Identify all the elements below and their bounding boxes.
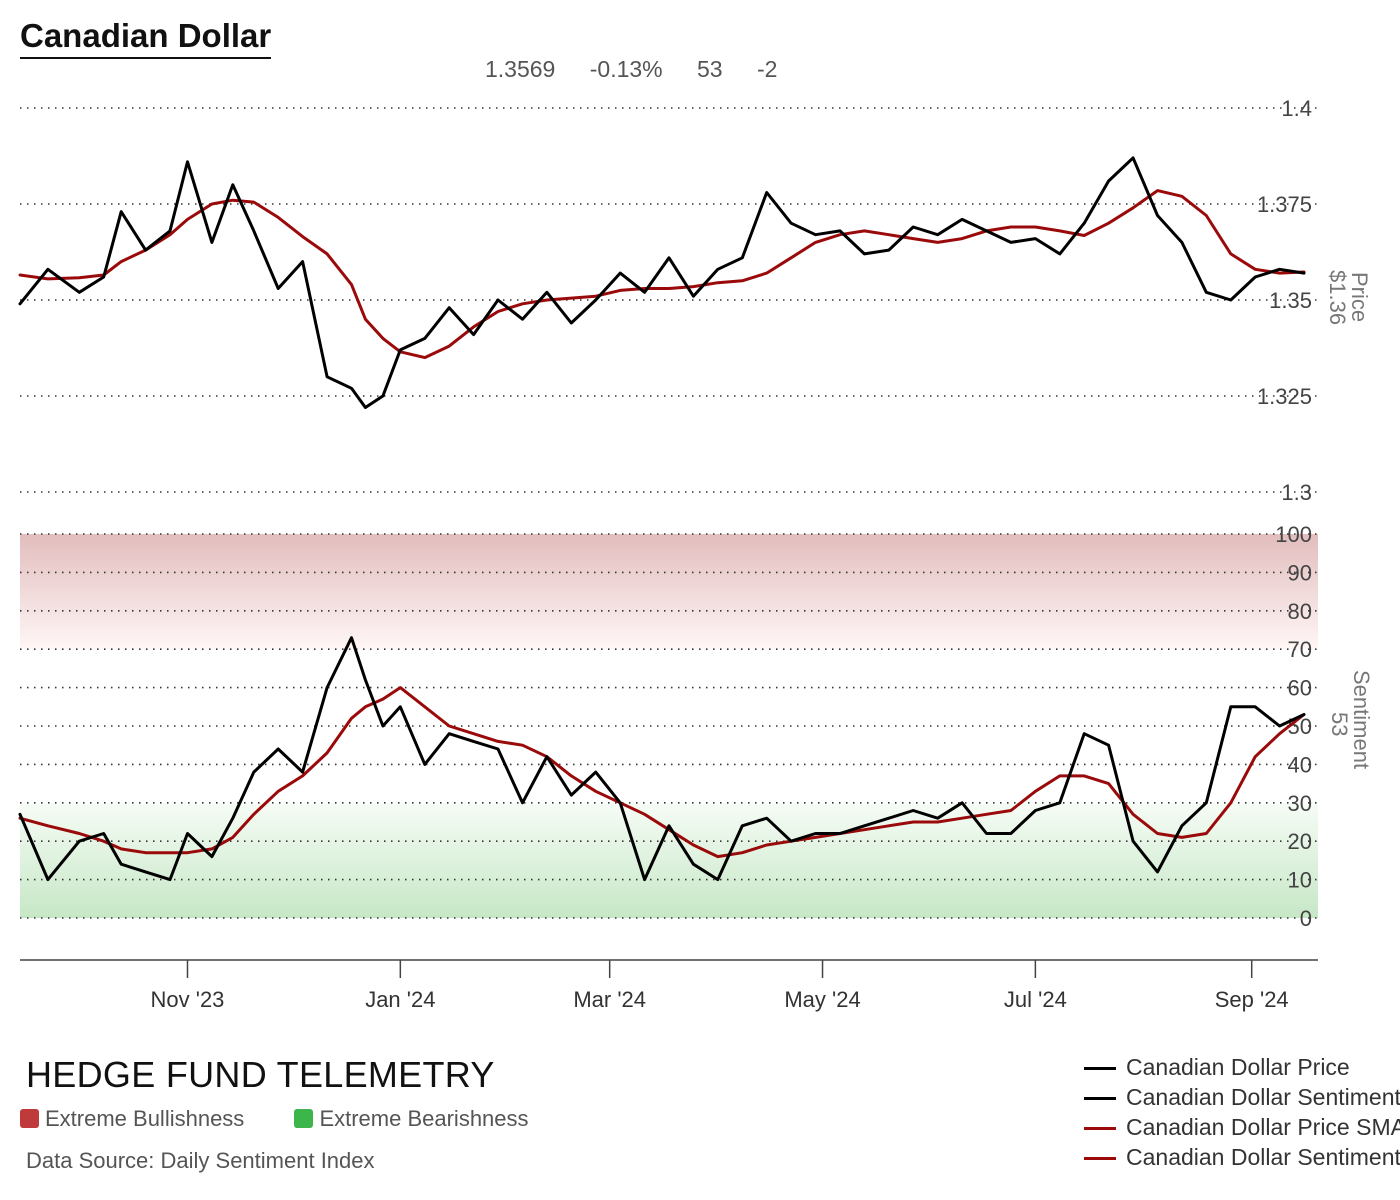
legend-line-icon (1084, 1067, 1116, 1071)
sentiment-change: -2 (757, 56, 778, 82)
price-y-tick-label: 1.4 (1281, 96, 1312, 121)
sentiment-y-tick-label: 60 (1288, 676, 1312, 701)
x-tick-label: Mar '24 (573, 987, 646, 1012)
sentiment-line (18, 636, 1306, 882)
legend-line-icon (1084, 1127, 1116, 1131)
price-y-tick-label: 1.375 (1257, 192, 1312, 217)
sentiment-last-value: 53 (1327, 712, 1352, 736)
price-sma-line (18, 189, 1306, 360)
legend-item-sentiment[interactable]: Canadian Dollar Sentiment (1084, 1082, 1400, 1112)
zone-legend: Extreme Bullishness Extreme Bearishness (20, 1106, 573, 1132)
price-line (18, 156, 1306, 409)
sentiment-y-tick-label: 10 (1288, 868, 1312, 893)
sentiment-y-tick-label: 40 (1288, 752, 1312, 777)
sentiment-y-tick-label: 30 (1288, 791, 1312, 816)
price-y-tick-label: 1.35 (1269, 288, 1312, 313)
brand-name: HEDGE FUND TELEMETRY (26, 1054, 495, 1095)
legend-item-price-sma[interactable]: Canadian Dollar Price SMA (1084, 1112, 1400, 1142)
sentiment-y-tick-label: 90 (1288, 560, 1312, 585)
sentiment-y-tick-label: 20 (1288, 829, 1312, 854)
zone-bullish: Extreme Bullishness (20, 1106, 244, 1132)
data-source: Data Source: Daily Sentiment Index (26, 1148, 375, 1173)
x-tick-label: Jul '24 (1004, 987, 1067, 1012)
extreme-bearish-band (20, 803, 1318, 918)
legend-line-icon (1084, 1157, 1116, 1161)
price-change-percent: -0.13% (589, 56, 663, 82)
price-stats: 1.3569 -0.13% 53 -2 (485, 56, 805, 83)
sentiment-y-tick-label: 70 (1288, 637, 1312, 662)
legend-label: Canadian Dollar Sentiment SMA (1126, 1144, 1400, 1170)
price-axis-title: Price (1347, 272, 1372, 322)
sentiment-y-tick-label: 100 (1275, 522, 1312, 547)
bullish-swatch (20, 1109, 39, 1128)
bearish-swatch (294, 1109, 314, 1128)
price-grid: 1.4 1.375 1.35 1.325 1.3 (20, 96, 1318, 505)
legend-item-price[interactable]: Canadian Dollar Price (1084, 1052, 1400, 1082)
zone-bearish: Extreme Bearishness (294, 1106, 529, 1132)
legend-line-icon (1084, 1097, 1116, 1101)
x-tick-label: Jan '24 (365, 987, 435, 1012)
x-tick-label: Nov '23 (151, 987, 225, 1012)
last-price: 1.3569 (485, 56, 556, 82)
sentiment-value: 53 (697, 56, 723, 82)
legend-item-sentiment-sma[interactable]: Canadian Dollar Sentiment SMA (1084, 1142, 1400, 1172)
zone-bullish-label: Extreme Bullishness (45, 1106, 245, 1131)
legend-label: Canadian Dollar Price SMA (1126, 1114, 1400, 1140)
x-axis: Nov '23 Jan '24 Mar '24 May '24 Jul '24 Sep '… (151, 960, 1289, 1012)
series-layer (18, 156, 1306, 882)
zone-bearish-label: Extreme Bearishness (319, 1106, 529, 1131)
legend-label: Canadian Dollar Sentiment (1126, 1084, 1400, 1110)
sentiment-y-tick-label: 0 (1300, 906, 1312, 931)
price-y-tick-label: 1.3 (1281, 480, 1312, 505)
extreme-bullish-band (20, 534, 1318, 649)
sentiment-sma-line (18, 686, 1306, 859)
chart-title: Canadian Dollar (20, 17, 272, 60)
x-tick-label: May '24 (784, 987, 860, 1012)
price-last-value: $1.36 (1325, 270, 1350, 325)
sentiment-y-tick-label: 80 (1288, 599, 1312, 624)
x-tick-label: Sep '24 (1215, 987, 1289, 1012)
legend-label: Canadian Dollar Price (1126, 1054, 1350, 1080)
series-legend: Canadian Dollar Price Canadian Dollar Se… (1084, 1052, 1400, 1172)
sentiment-axis-title: Sentiment (1349, 670, 1374, 769)
price-y-tick-label: 1.325 (1257, 384, 1312, 409)
